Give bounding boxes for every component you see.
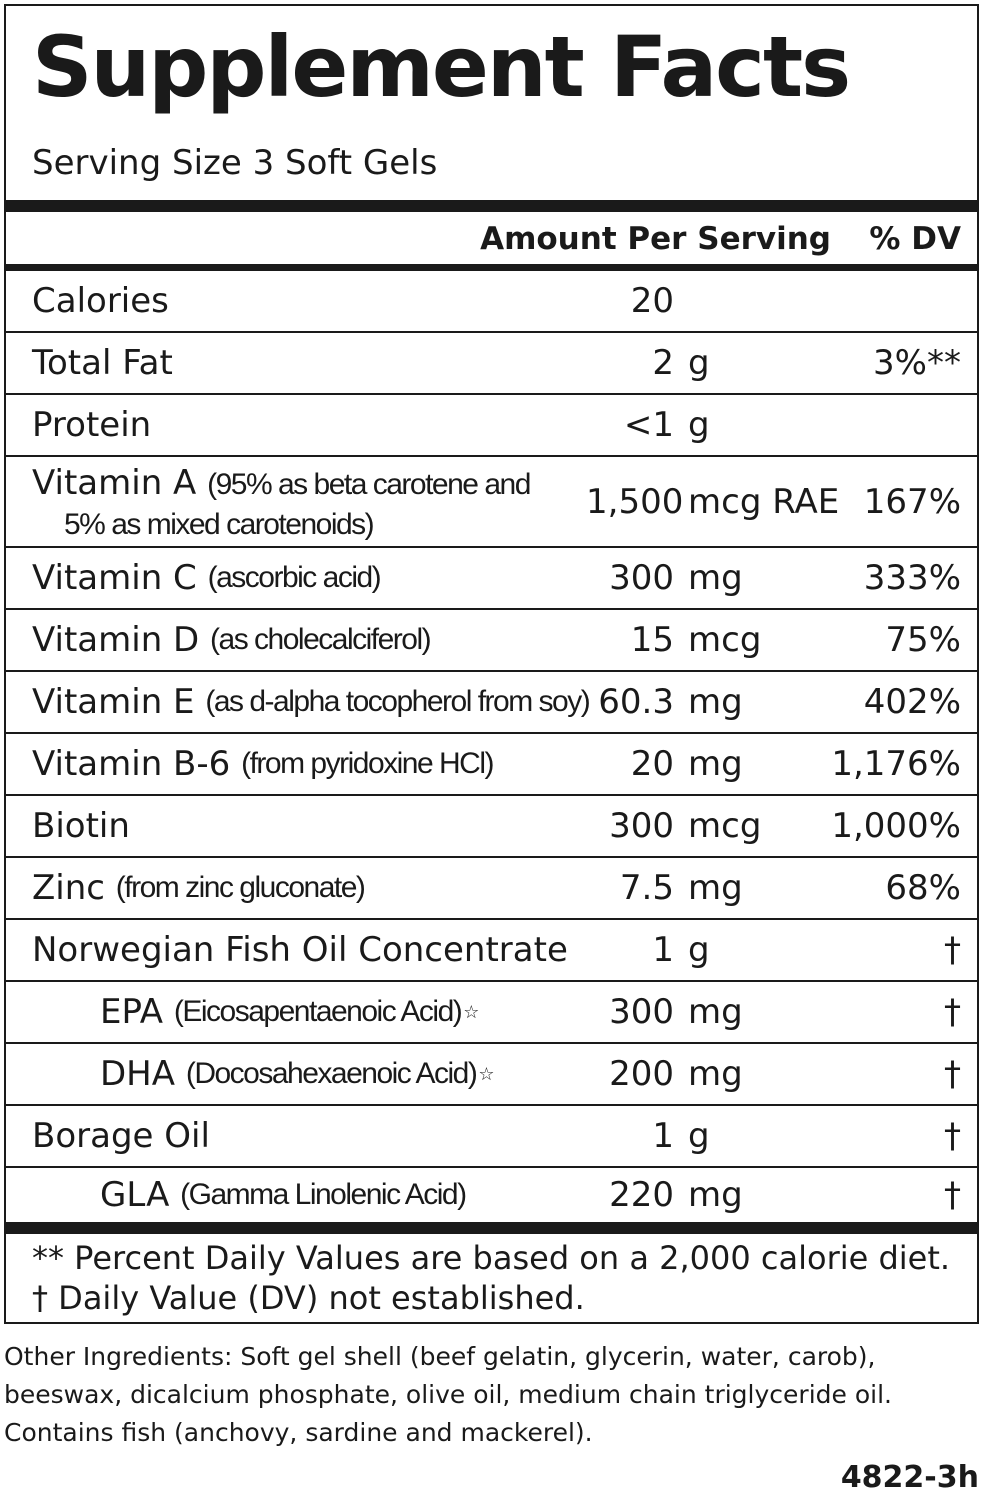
nutrient-name: Biotin [32, 806, 130, 846]
nutrient-name: DHA [100, 1054, 176, 1094]
nutrient-dv: 333% [863, 558, 961, 598]
nutrient-row-epa: EPA (Eicosapentaenoic Acid) ☆ 300 mg † [6, 982, 977, 1044]
nutrient-row-vitamin-c: Vitamin C (ascorbic acid) 300 mg 333% [6, 548, 977, 610]
nutrient-unit: mg [688, 744, 743, 784]
nutrient-row-dha: DHA (Docosahexaenoic Acid) ☆ 200 mg † [6, 1044, 977, 1106]
nutrient-amount: 1 [652, 1116, 674, 1156]
nutrient-dv: 3%** [873, 343, 961, 383]
nutrient-name: GLA [100, 1175, 170, 1215]
other-ingredients-line1: Other Ingredients: Soft gel shell (beef … [4, 1342, 876, 1371]
nutrient-row-zinc: Zinc (from zinc gluconate) 7.5 mg 68% [6, 858, 977, 920]
header-divider [6, 264, 977, 271]
nutrient-amount: 1,500 [586, 481, 684, 522]
footnote-dv-not-established: † Daily Value (DV) not established. [32, 1279, 585, 1317]
nutrient-row-vitamin-a: Vitamin A (95% as beta carotene and 5% a… [6, 457, 977, 548]
supplement-facts-panel: Supplement Facts Serving Size 3 Soft Gel… [4, 4, 979, 1324]
nutrient-dv: 167% [863, 481, 961, 522]
serving-size: Serving Size 3 Soft Gels [32, 143, 438, 183]
nutrient-unit: mcg [688, 620, 762, 660]
nutrient-unit: mg [688, 682, 743, 722]
nutrient-unit: mg [688, 868, 743, 908]
nutrient-amount: 7.5 [619, 868, 674, 908]
nutrient-dv: 1,000% [831, 806, 961, 846]
nutrient-dv: † [944, 930, 961, 970]
thick-divider-bottom [6, 1222, 977, 1234]
nutrient-detail: (from zinc gluconate) [115, 871, 366, 904]
nutrient-detail: (Eicosapentaenoic Acid) [173, 995, 463, 1028]
nutrient-detail-line2: 5% as mixed carotenoids) [64, 507, 375, 541]
nutrient-unit: mg [688, 992, 743, 1032]
nutrient-dv: † [944, 1054, 961, 1094]
nutrient-detail: (as cholecalciferol) [210, 623, 432, 656]
nutrient-unit: g [688, 1116, 710, 1156]
nutrient-amount: 220 [609, 1175, 674, 1215]
nutrient-dv: † [944, 992, 961, 1032]
nutrient-unit: g [688, 930, 710, 970]
other-ingredients-line3: Contains fish (anchovy, sardine and mack… [4, 1418, 593, 1447]
nutrient-name: Protein [32, 405, 152, 445]
panel-title: Supplement Facts [32, 18, 851, 116]
nutrient-name: Vitamin B-6 [32, 744, 231, 784]
nutrient-amount: 1 [652, 930, 674, 970]
nutrient-name: EPA [100, 992, 164, 1032]
nutrient-row-vitamin-d: Vitamin D (as cholecalciferol) 15 mcg 75% [6, 610, 977, 672]
nutrient-name: Vitamin A [32, 462, 197, 503]
nutrient-row-biotin: Biotin 300 mcg 1,000% [6, 796, 977, 858]
nutrient-name: Vitamin E [32, 682, 195, 722]
nutrient-amount: 300 [609, 992, 674, 1032]
star-icon: ☆ [463, 1001, 480, 1023]
nutrient-amount: 2 [652, 343, 674, 383]
nutrient-name: Zinc [32, 868, 105, 908]
nutrient-unit: g [688, 343, 710, 383]
nutrient-dv: † [944, 1175, 961, 1215]
thick-divider [6, 200, 977, 212]
nutrient-amount: 200 [609, 1054, 674, 1094]
nutrient-dv: 1,176% [831, 744, 961, 784]
nutrient-detail: (from pyridoxine HCl) [241, 747, 494, 780]
nutrient-amount: 300 [609, 558, 674, 598]
footnote-daily-values: ** Percent Daily Values are based on a 2… [32, 1239, 951, 1277]
nutrient-unit: mg [688, 1054, 743, 1094]
nutrient-detail: (ascorbic acid) [207, 561, 382, 594]
nutrient-detail: (95% as beta carotene and [207, 467, 531, 501]
nutrient-amount: 300 [609, 806, 674, 846]
nutrient-row-vitamin-b6: Vitamin B-6 (from pyridoxine HCl) 20 mg 1… [6, 734, 977, 796]
nutrient-amount: 20 [630, 281, 674, 321]
nutrient-detail: (as d-alpha tocopherol from soy) [205, 685, 590, 718]
header-amount-per-serving: Amount Per Serving [480, 221, 831, 257]
product-code: 4822-3h [840, 1460, 979, 1495]
nutrient-name: Vitamin C [32, 558, 197, 598]
nutrient-amount: 15 [630, 620, 674, 660]
nutrient-dv: 68% [885, 868, 961, 908]
nutrient-row-vitamin-e: Vitamin E (as d-alpha tocopherol from so… [6, 672, 977, 734]
header-percent-dv: % DV [869, 221, 961, 257]
nutrient-name: Calories [32, 281, 169, 321]
nutrient-amount: 60.3 [598, 682, 674, 722]
nutrient-unit: mg [688, 558, 743, 598]
nutrient-name: Borage Oil [32, 1116, 210, 1156]
nutrient-name: Vitamin D [32, 620, 200, 660]
nutrient-dv: † [944, 1116, 961, 1156]
nutrient-name: Total Fat [32, 343, 173, 383]
nutrient-detail: (Docosahexaenoic Acid) [185, 1057, 478, 1090]
nutrient-dv: 75% [885, 620, 961, 660]
nutrient-unit: mcg RAE [688, 481, 840, 522]
other-ingredients: Other Ingredients: Soft gel shell (beef … [4, 1338, 974, 1452]
nutrient-row-calories: Calories 20 [6, 271, 977, 333]
nutrient-name: Norwegian Fish Oil Concentrate [32, 930, 568, 970]
nutrient-amount: <1 [623, 405, 674, 445]
nutrient-unit: mg [688, 1175, 743, 1215]
star-icon: ☆ [478, 1063, 495, 1085]
nutrient-dv: 402% [863, 682, 961, 722]
nutrient-row-protein: Protein <1 g [6, 395, 977, 457]
nutrient-unit: mcg [688, 806, 762, 846]
nutrient-row-gla: GLA (Gamma Linolenic Acid) 220 mg † [6, 1168, 977, 1222]
nutrient-unit: g [688, 405, 710, 445]
other-ingredients-line2: beeswax, dicalcium phosphate, olive oil,… [4, 1380, 892, 1409]
nutrient-amount: 20 [630, 744, 674, 784]
nutrient-detail: (Gamma Linolenic Acid) [180, 1178, 467, 1211]
